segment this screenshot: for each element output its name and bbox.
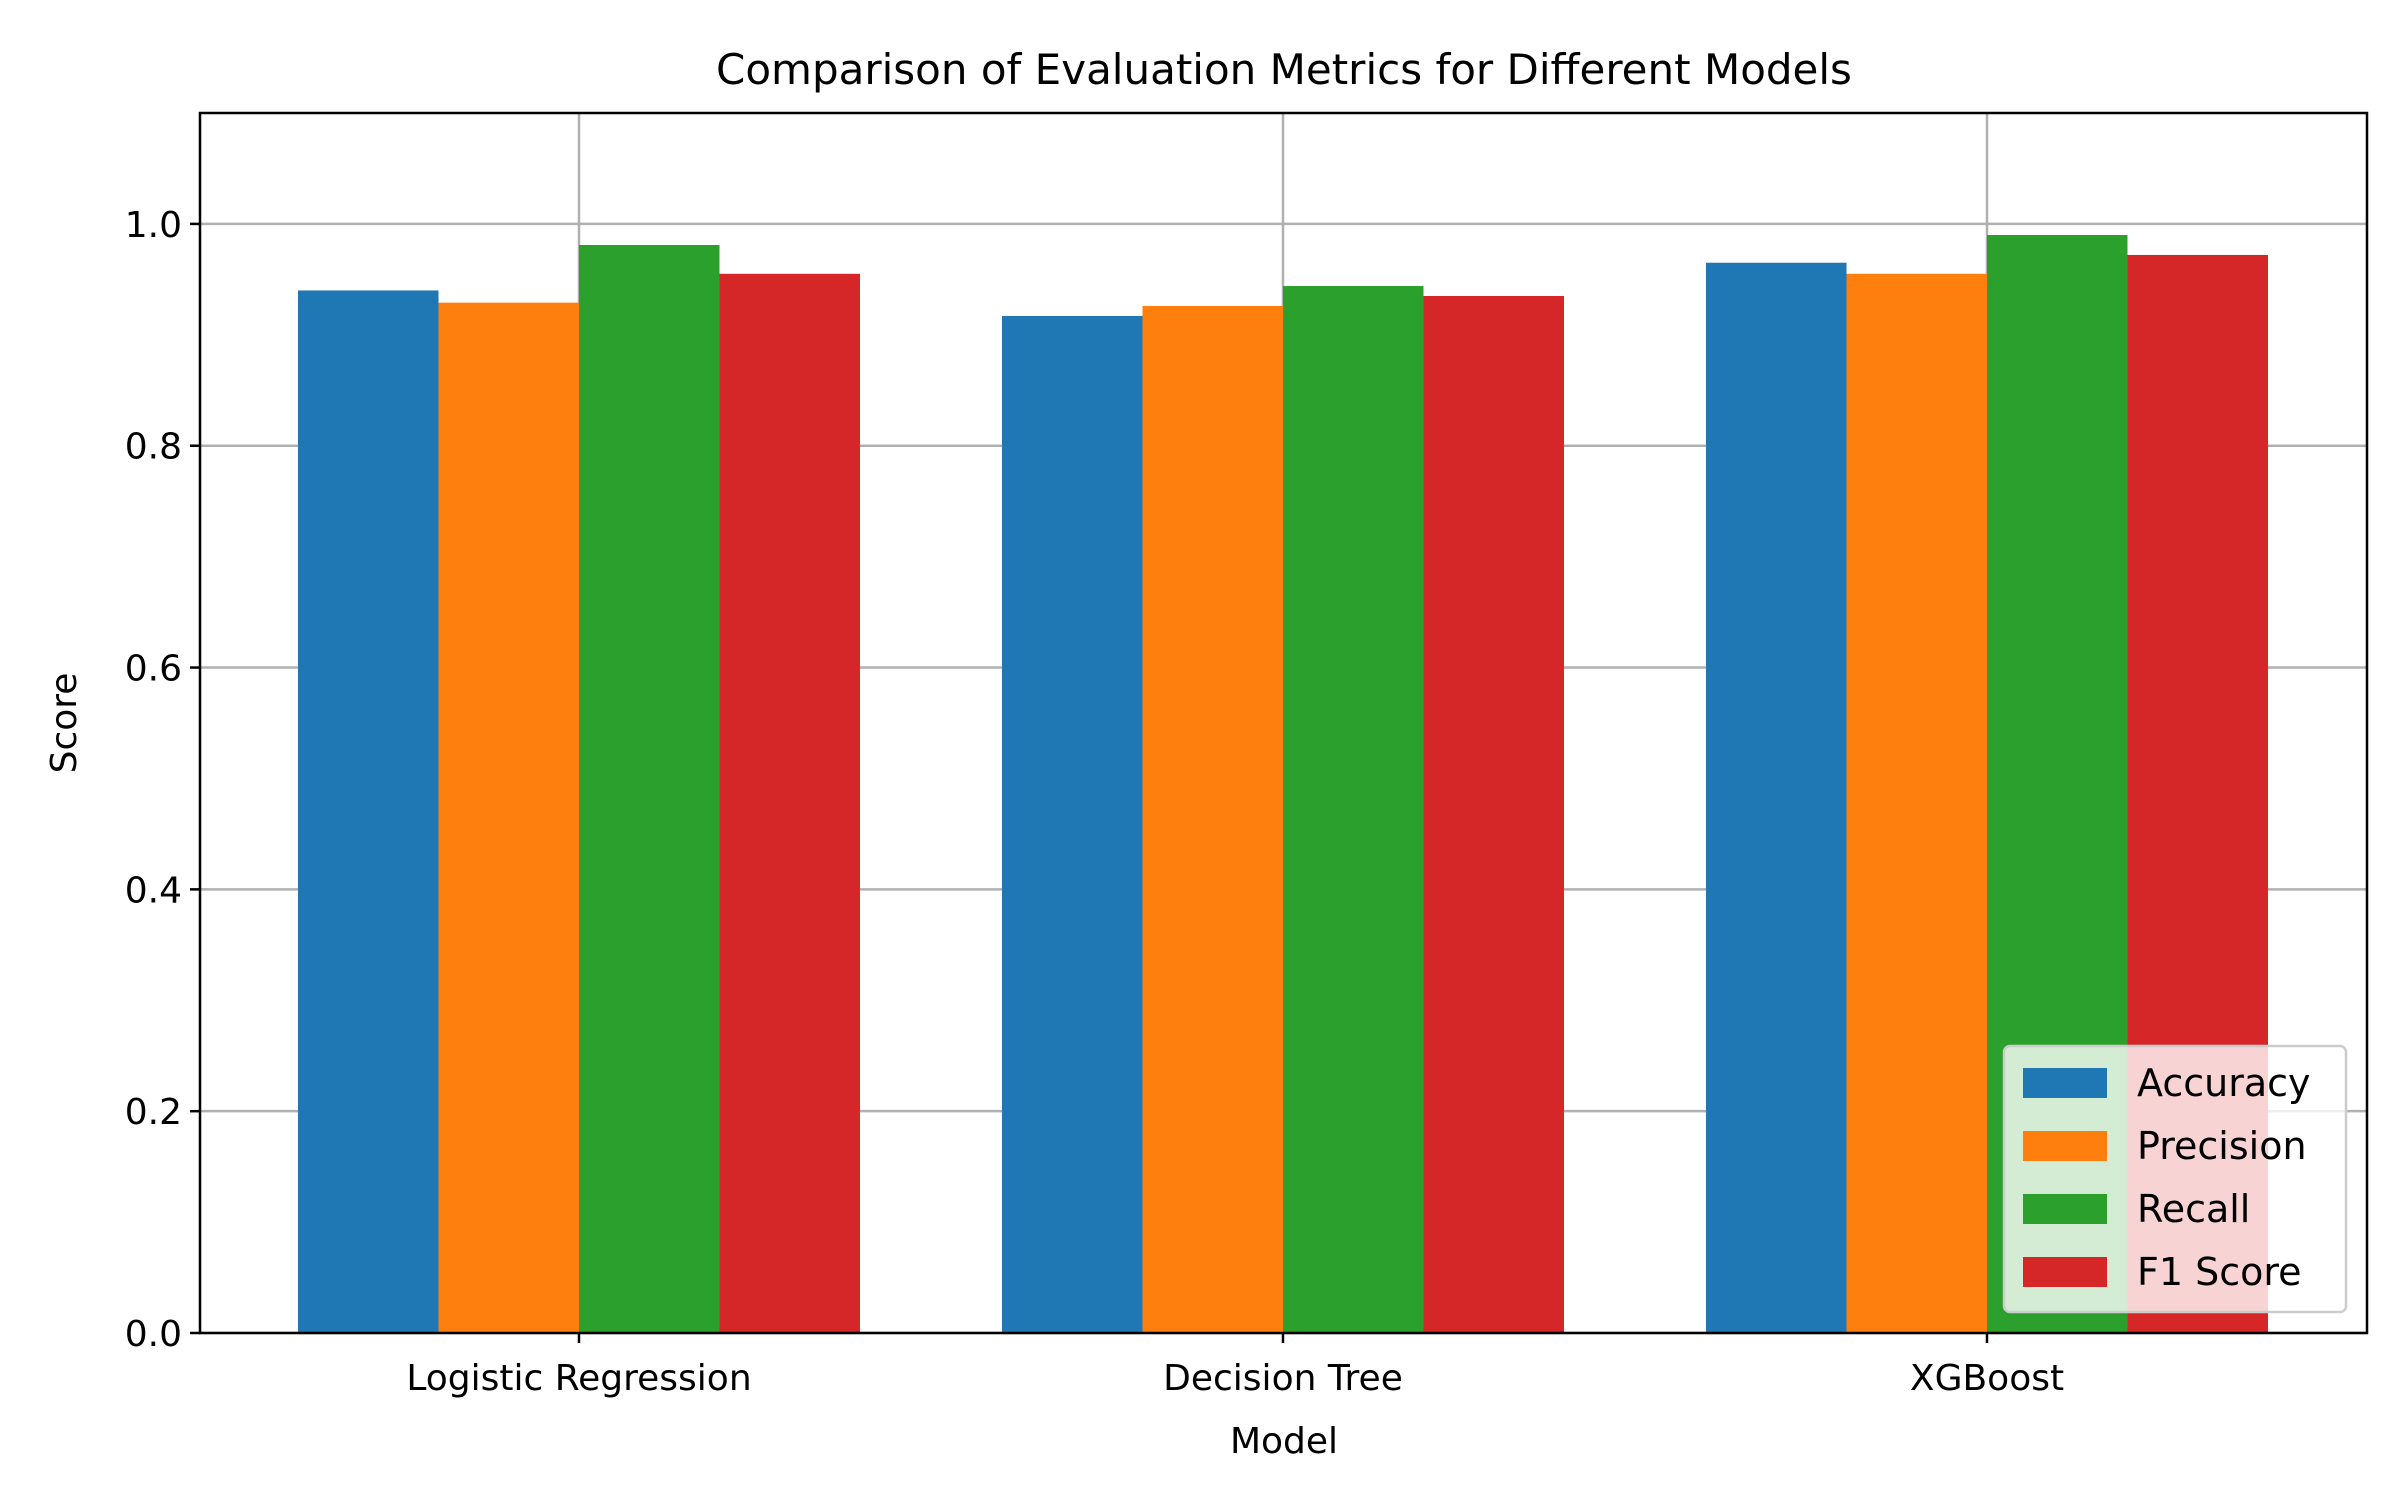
y-tick-label: 0.2 (125, 1092, 182, 1133)
bar-accuracy (298, 290, 439, 1333)
legend-box (2002, 1044, 2348, 1314)
legend-label: Recall (2137, 1187, 2250, 1231)
bar-precision (438, 302, 579, 1333)
x-axis-label: Model (1230, 1421, 1338, 1462)
x-tick-label: Logistic Regression (406, 1358, 751, 1399)
y-tick-label: 0.4 (125, 870, 182, 911)
bar-f1-score (1423, 296, 1564, 1333)
chart-title: Comparison of Evaluation Metrics for Dif… (716, 45, 1852, 94)
legend-swatch (2023, 1194, 2107, 1224)
bar-recall (579, 244, 720, 1333)
legend-label: Accuracy (2137, 1061, 2311, 1105)
y-tick-label: 1.0 (125, 205, 182, 246)
bar-accuracy (1706, 262, 1847, 1333)
x-tick-label: XGBoost (1910, 1358, 2064, 1399)
y-axis-label: Score (44, 673, 85, 774)
bar-precision (1846, 273, 1987, 1334)
legend-swatch (2023, 1257, 2107, 1287)
legend-swatch (2023, 1131, 2107, 1161)
bar-f1-score (719, 273, 860, 1334)
x-tick-label: Decision Tree (1163, 1358, 1403, 1399)
bar-precision (1142, 305, 1283, 1333)
legend-label: Precision (2137, 1124, 2307, 1168)
y-tick-label: 0.0 (125, 1314, 182, 1355)
legend-label: F1 Score (2137, 1250, 2302, 1294)
legend: Accuracy Precision Recall F1 Score (2002, 1044, 2348, 1314)
legend-swatch (2023, 1068, 2107, 1098)
y-tick-label: 0.8 (125, 427, 182, 468)
y-axis-ticks: 0.0 0.2 0.4 0.6 0.8 1.0 (125, 205, 200, 1355)
bar-accuracy (1002, 315, 1143, 1333)
bar-recall (1283, 286, 1424, 1333)
y-tick-label: 0.6 (125, 649, 182, 690)
x-axis-ticks: Logistic Regression Decision Tree XGBoost (406, 1333, 2064, 1399)
bars (298, 235, 2268, 1334)
